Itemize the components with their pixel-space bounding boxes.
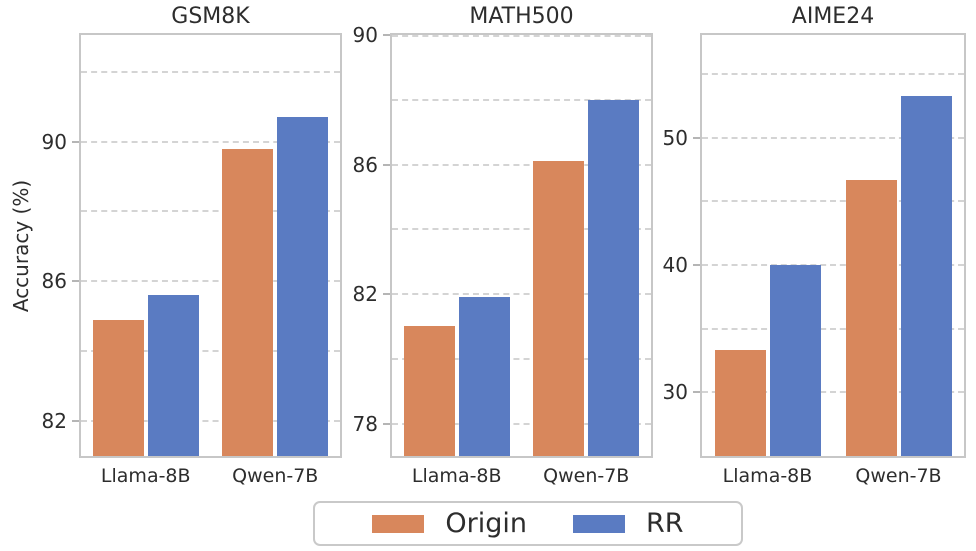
bar-gsm8k-qwen-7b-rr [277, 117, 329, 456]
gridline [81, 350, 340, 353]
x-tick-label: Qwen-7B [232, 465, 319, 487]
legend-swatch-origin [372, 514, 425, 533]
x-tick-label: Llama-8B [411, 465, 502, 487]
gridline [81, 140, 340, 143]
x-tick-label: Qwen-7B [855, 465, 942, 487]
bar-math500-llama-8b-origin [403, 326, 455, 456]
y-tick-mark [693, 391, 700, 394]
gridline [702, 136, 964, 139]
bar-math500-qwen-7b-rr [588, 99, 640, 456]
y-tick-label: 82 [352, 282, 378, 307]
bar-aime24-qwen-7b-origin [845, 179, 897, 456]
y-tick-label: 30 [662, 380, 688, 405]
y-tick-mark [383, 163, 390, 166]
y-tick-label: 40 [662, 252, 688, 277]
x-tick-label: Qwen-7B [543, 465, 630, 487]
y-tick-mark [72, 420, 79, 423]
gridline [392, 228, 651, 231]
gridline [702, 200, 964, 203]
gridline [81, 420, 340, 423]
gridline [392, 293, 651, 296]
y-tick-mark [383, 422, 390, 425]
y-axis-label: Accuracy (%) [6, 33, 36, 458]
gridline [392, 422, 651, 425]
y-tick-label: 86 [41, 269, 67, 294]
bar-math500-qwen-7b-origin [533, 161, 585, 456]
gridline [392, 163, 651, 166]
y-tick-label: 82 [41, 409, 67, 434]
y-tick-mark [693, 136, 700, 139]
y-tick-label: 90 [352, 23, 378, 47]
bar-gsm8k-llama-8b-origin [92, 319, 144, 456]
gridline [392, 357, 651, 360]
legend-item-origin: Origin [372, 507, 528, 539]
legend-swatch-rr [573, 514, 626, 533]
bar-math500-llama-8b-rr [458, 297, 510, 456]
legend: Origin RR [313, 501, 743, 546]
y-tick-mark [72, 280, 79, 283]
panel-title-aime24: AIME24 [791, 4, 875, 29]
gridline [702, 391, 964, 394]
y-tick-mark [693, 263, 700, 266]
panel-title-gsm8k: GSM8K [171, 4, 250, 29]
panel-title-math500: MATH500 [469, 4, 574, 29]
panel-gsm8k: GSM8K 82 86 90 Llama-8B Qwen-7B [42, 4, 342, 487]
bar-aime24-llama-8b-rr [769, 264, 821, 456]
gridline [81, 280, 340, 283]
bar-gsm8k-qwen-7b-origin [222, 148, 274, 456]
gridline [81, 70, 340, 73]
panel-aime24: AIME24 30 40 50 Llama-8B Qwen-7B [663, 4, 966, 487]
gridline [392, 98, 651, 101]
gridline [702, 263, 964, 266]
y-tick-mark [383, 34, 390, 36]
legend-item-rr: RR [573, 507, 684, 539]
bar-gsm8k-llama-8b-rr [147, 295, 199, 456]
y-tick-label: 86 [352, 152, 378, 177]
gridline [392, 35, 651, 37]
legend-label-origin: Origin [445, 507, 528, 539]
y-tick-label: 78 [352, 411, 378, 436]
y-tick-mark [383, 293, 390, 296]
panel-math500: MATH500 78 82 86 90 Llama-8B Qwen-7B [353, 4, 653, 487]
y-tick-label: 90 [41, 129, 67, 154]
bar-aime24-llama-8b-origin [714, 350, 766, 456]
y-tick-mark [72, 140, 79, 143]
x-tick-label: Llama-8B [100, 465, 191, 487]
legend-label-rr: RR [646, 507, 684, 539]
gridline [702, 327, 964, 330]
bar-aime24-qwen-7b-rr [900, 95, 952, 456]
gridline [81, 210, 340, 213]
gridline [702, 72, 964, 75]
y-tick-label: 50 [662, 125, 688, 150]
x-tick-label: Llama-8B [722, 465, 813, 487]
